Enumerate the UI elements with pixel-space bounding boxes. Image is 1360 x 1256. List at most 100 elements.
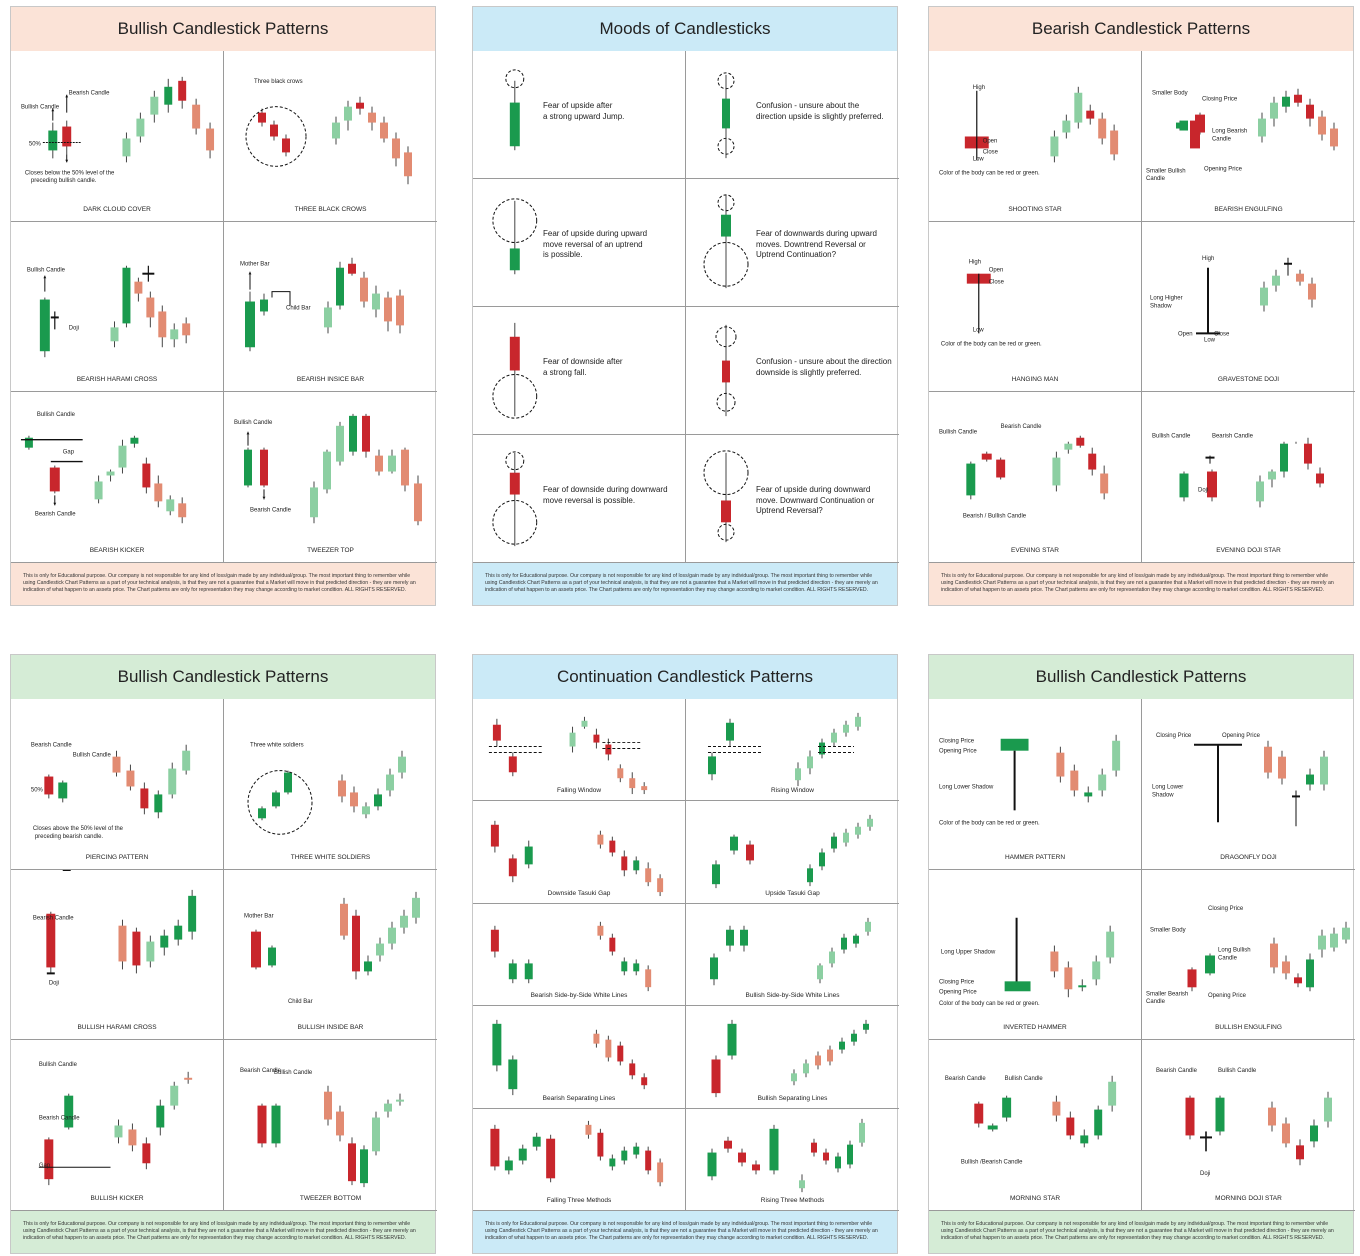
candle (1207, 469, 1217, 502)
pattern-cell: Fear of downwards during upward moves. D… (686, 179, 899, 307)
pattern-label: INVERTED HAMMER (1003, 1024, 1067, 1032)
annotation: Bullish Candle (274, 1070, 313, 1076)
candle (112, 750, 121, 777)
candle (1112, 734, 1121, 777)
candle (130, 436, 139, 448)
candle (740, 925, 748, 952)
candle (633, 1142, 640, 1159)
annotation: Mother Bar (240, 261, 270, 267)
annotation: Long Higher (1150, 295, 1183, 301)
pattern-label: MORNING STAR (1009, 1194, 1061, 1202)
candle (400, 909, 408, 934)
candle (1318, 929, 1326, 958)
pattern-chart: Bearish Candle Doji (33, 869, 197, 986)
candle (258, 108, 266, 127)
candle (629, 772, 636, 795)
candle (605, 1035, 612, 1062)
pattern-label: HAMMER PATTERN (1004, 853, 1066, 861)
disclaimer-footer: This is only for Educational purpose. Ou… (473, 1211, 897, 1253)
candle (260, 293, 268, 316)
annotation: Close (1214, 331, 1230, 337)
candle (251, 929, 261, 970)
candle (867, 815, 873, 832)
candle (44, 774, 54, 799)
candle (524, 959, 533, 984)
annotation: Closing Price (939, 979, 975, 985)
candle (817, 963, 823, 984)
candle (1268, 469, 1276, 488)
annotation: Bullish Candle (27, 267, 66, 273)
pattern-cell: Fear of upside after a strong upward Jum… (473, 51, 686, 179)
candle (46, 911, 56, 974)
candle (1062, 114, 1071, 139)
annotation: Smaller Bullish (1146, 168, 1186, 174)
candle (799, 1173, 805, 1192)
annotation: Bearish Candle (39, 1116, 80, 1122)
pattern-cell: Upside Tasuki Gap (686, 801, 899, 904)
candle (609, 1154, 616, 1170)
annotation: Closing Price (939, 739, 975, 745)
candle (284, 770, 292, 795)
candle (617, 1041, 624, 1066)
candle (384, 291, 392, 332)
candle (340, 897, 348, 940)
candle (384, 1099, 392, 1118)
candle (710, 953, 718, 985)
candle (831, 728, 837, 747)
candle (609, 933, 616, 956)
candle (1258, 112, 1266, 143)
pattern-chart (715, 324, 737, 417)
pattern-cell: Downside Tasuki Gap (473, 801, 686, 904)
candle (831, 833, 837, 853)
candle (134, 277, 143, 302)
candle (1050, 945, 1059, 978)
candle (1098, 768, 1107, 797)
candle (122, 132, 131, 163)
disclaimer-footer: This is only for Educational purpose. Ou… (473, 563, 897, 605)
candle (158, 305, 167, 347)
candle (1282, 90, 1290, 113)
candle (136, 112, 145, 143)
annotation: Bearish Candle (250, 508, 292, 514)
candle (128, 1123, 137, 1152)
candle (490, 1124, 500, 1170)
annotation: Opening Price (939, 749, 977, 755)
poster-title: Moods of Candlesticks (473, 7, 897, 51)
candle (708, 752, 716, 781)
pattern-chart: Mother Bar Child Bar (244, 891, 420, 1005)
annotation: Low (973, 156, 985, 162)
candle (492, 1020, 502, 1072)
candle (356, 96, 364, 115)
candle (1056, 746, 1065, 783)
candle (524, 840, 533, 869)
candle (1108, 1076, 1117, 1112)
annotation: Child Bar (286, 305, 311, 311)
candle (807, 864, 813, 887)
candle (633, 959, 640, 976)
annotation: Smaller Bearish (1146, 991, 1188, 997)
pattern-cell: Fear of upside during downward move. Dow… (686, 435, 899, 563)
candle (1002, 1095, 1012, 1122)
candle (1306, 953, 1314, 991)
candle (855, 712, 861, 731)
pattern-cell: Bearish Side-by-Side White Lines (473, 903, 686, 1007)
pattern-chart (703, 450, 749, 543)
mood-description: Fear of downside during downward move re… (543, 485, 668, 505)
pattern-cell: Bearish Candle Bullish Candle 50% Closes ab… (11, 699, 224, 870)
annotation: Three white soldiers (250, 743, 304, 749)
candle (490, 821, 499, 853)
candle (593, 728, 600, 749)
candle (174, 919, 183, 946)
candle (707, 1148, 717, 1180)
annotation: Opening Price (939, 989, 977, 995)
disclaimer-footer: This is only for Educational purpose. Ou… (11, 1211, 435, 1253)
candle (1264, 740, 1272, 779)
candle (372, 285, 380, 318)
candle (966, 461, 976, 500)
pattern-label: Rising Window (771, 787, 814, 795)
candle (1320, 750, 1328, 791)
pattern-grid: Bearish Candle Bullish Candle 50% Closes be… (11, 51, 437, 563)
disclaimer-footer: This is only for Educational purpose. Ou… (11, 563, 435, 605)
